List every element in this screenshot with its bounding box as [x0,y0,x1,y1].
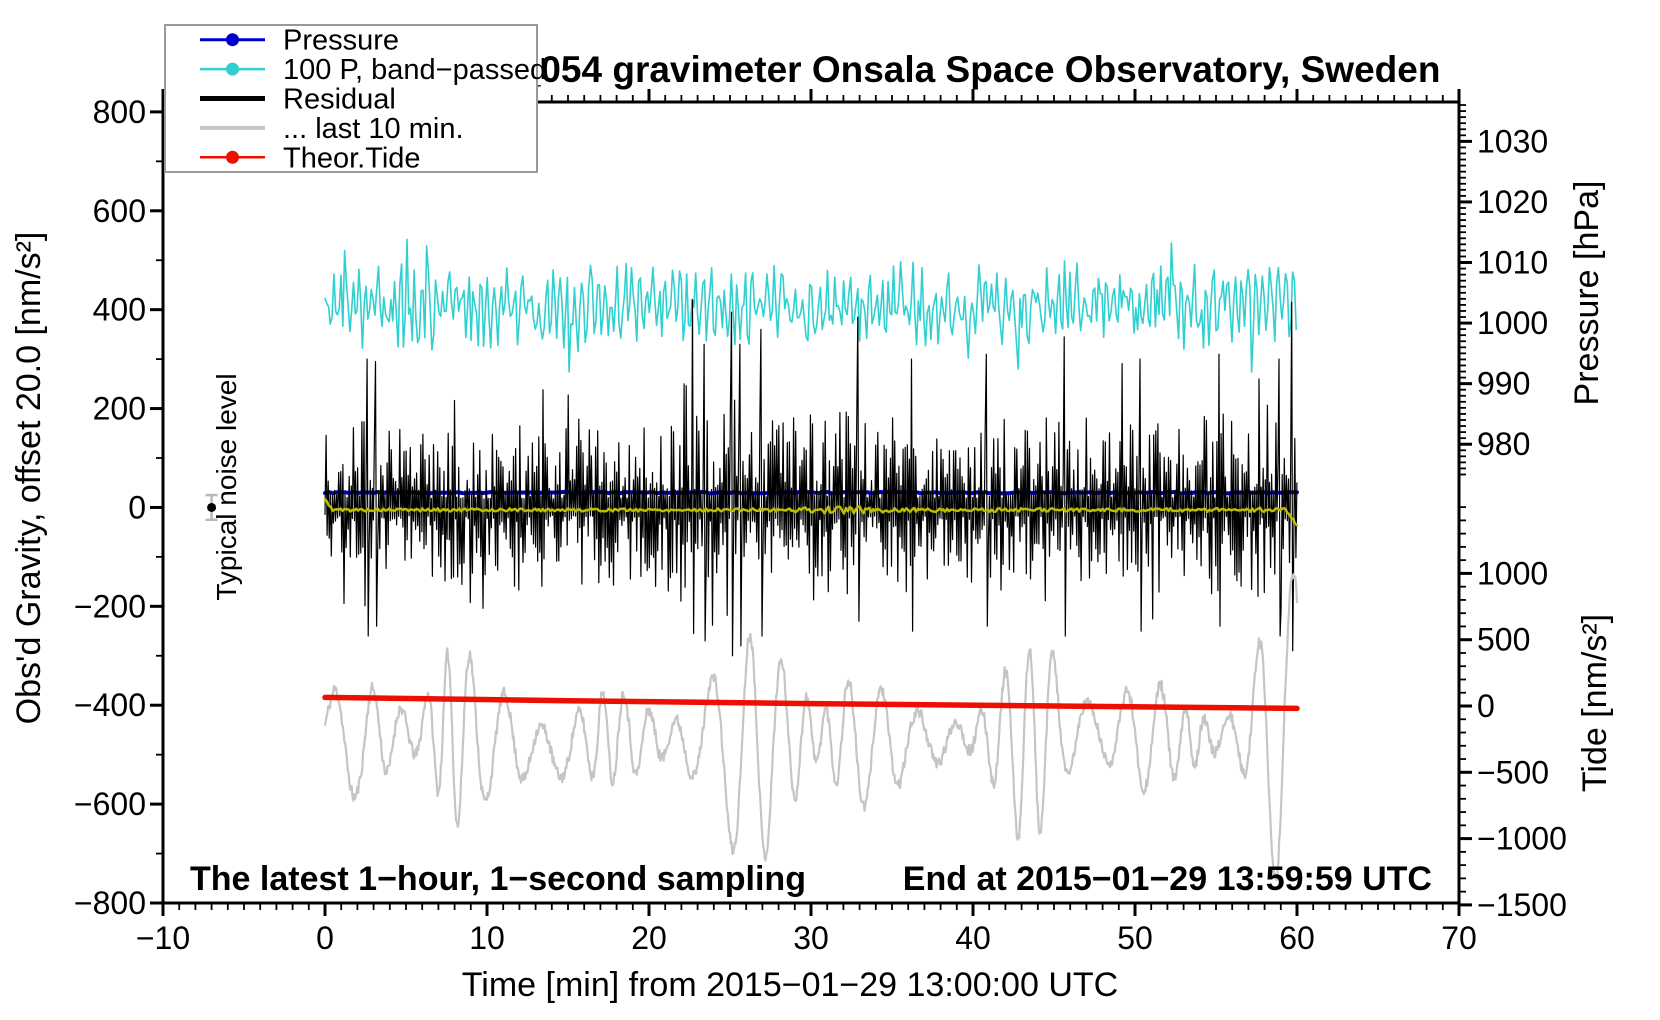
sampling-annotation: The latest 1−hour, 1−second sampling [190,860,806,898]
chart-title: SCG_054 gravimeter Onsala Space Observat… [440,49,1441,90]
noise-dot [207,502,217,512]
legend-item-label: Residual [283,84,396,116]
gravity-tick-label: 400 [93,292,146,328]
legend-item-label: ... last 10 min. [283,113,464,145]
tide-tick-label: −1000 [1477,821,1567,857]
pressure-tick-label: 1030 [1477,123,1548,159]
gravity-tick-label: 200 [93,391,146,427]
legend-item-label: Theor.Tide [283,142,421,174]
series-layer-under [323,238,1299,657]
legend-sample-marker [226,150,239,164]
x-tick-label: 30 [793,920,829,956]
tide-tick-label: −500 [1477,754,1549,790]
x-tick-label: 40 [955,920,991,956]
gravity-tick-label: −800 [74,885,146,921]
plot-frame [161,100,1461,905]
series-lowpassed-residual [323,498,1299,527]
series-layer-over [322,498,1300,882]
pressure-tick-label: 1020 [1477,184,1548,220]
gravity-tick-label: 0 [128,489,146,525]
gravity-tick-label: −200 [74,588,146,624]
gravity-tick-label: −400 [74,687,146,723]
pressure-axis-title: Pressure [hPa] [1568,181,1606,406]
end-time-annotation: End at 2015−01−29 13:59:59 UTC [903,860,1432,898]
gravity-tick-label: 800 [93,94,146,130]
pressure-tick-label: 990 [1477,366,1530,402]
x-tick-label: 50 [1117,920,1153,956]
x-tick-label: 10 [469,920,505,956]
pressure-tick-label: 1000 [1477,305,1548,341]
tide-tick-label: 500 [1477,622,1530,658]
tide-axis-title: Tide [nm/s²] [1576,614,1614,792]
pressure-tick-label: 1010 [1477,245,1548,281]
x-tick-label: 60 [1279,920,1315,956]
series-bandpassed-pressure [324,238,1297,373]
legend-item-label: 100 P, band−passed [283,54,546,86]
gravity-tick-label: −600 [74,786,146,822]
x-tick-label: 20 [631,920,667,956]
series-theoretical-tide [322,694,1300,712]
x-tick-label: −10 [136,920,190,956]
tide-tick-label: 0 [1477,688,1495,724]
x-axis-title: Time [min] from 2015−01−29 13:00:00 UTC [462,966,1118,1004]
noise-level-label: Typical noise level [211,373,242,600]
axis-ticks: −10 0 10 20 30 40 50 60 708006004002000−200−400−… [74,89,1567,956]
legend-sample-marker [226,62,239,76]
tide-tick-label: 1000 [1477,555,1548,591]
pressure-tick-label: 980 [1477,426,1530,462]
tide-tick-label: −1500 [1477,887,1567,923]
gravity-tick-label: 600 [93,193,146,229]
legend-sample-marker [226,33,239,47]
series-residual [324,299,1298,657]
legend-item-label: Pressure [283,25,399,57]
x-tick-label: 0 [316,920,334,956]
x-tick-label: 70 [1441,920,1477,956]
series-residual-last10min [323,572,1299,882]
gravity-axis-title: Obs'd Gravity, offset 20.0 [nm/s²] [10,232,48,725]
noise-level-marker [205,493,218,522]
